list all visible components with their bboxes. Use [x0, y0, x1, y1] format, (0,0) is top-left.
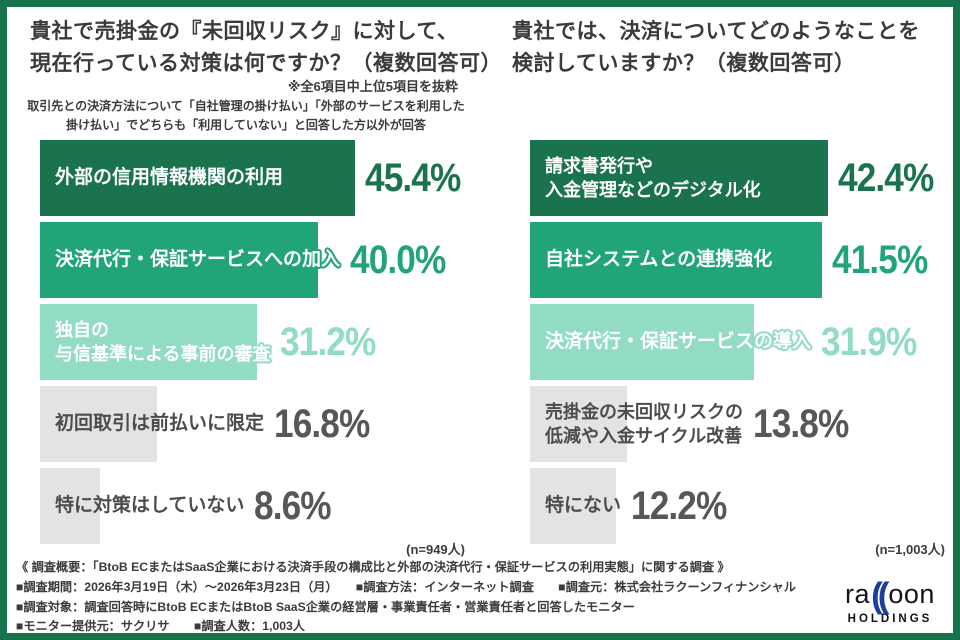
bar-value: 8.6% — [254, 483, 332, 528]
bar — [530, 222, 822, 298]
bar — [40, 468, 100, 544]
bar-label: 独自の与信基準による事前の審査 — [55, 318, 270, 367]
bar-label-line: 請求書発行や — [545, 155, 653, 176]
bar — [530, 386, 627, 462]
left-title-line-1: 貴社で売掛金の『未回収リスク』に対して、 — [30, 20, 459, 43]
survey-overview-line-4: ■モニター提供元：サクリサ ■調査人数：1,003人 — [16, 619, 305, 634]
bar-label-line: 売掛金の未回収リスクの — [545, 401, 743, 422]
right-sample-size: (n=1,003人) — [875, 542, 945, 557]
bar — [530, 140, 828, 216]
survey-overview-line-1: 《 調査概要：「BtoB ECまたはSaaS企業における決済手段の構成比と外部の… — [16, 560, 730, 574]
logo-text-oon: oon — [888, 579, 935, 609]
right-title-line-2: 検討していますか？（複数回答可） — [512, 51, 856, 75]
bar — [40, 222, 318, 298]
bar — [40, 386, 157, 462]
bar-value: 42.4% — [838, 155, 934, 200]
bar — [530, 304, 754, 380]
bar-label-line: 入金管理などのデジタル化 — [545, 180, 761, 200]
bar-label-line: 特にない — [545, 495, 622, 517]
bar-row: 決済代行・保証サービスへの加入 40.0% — [40, 222, 458, 298]
bar-label-line: 独自の — [55, 319, 109, 340]
bar-content: 特に対策はしていない 8.6% — [55, 468, 342, 544]
bar-value: 12.2% — [631, 483, 727, 528]
bar-content: 初回取引は前払いに限定 16.8% — [55, 386, 382, 462]
left-note-filter-line-2: 掛け払い」でどちらも「利用していない」と回答した方以外が回答 — [66, 117, 426, 132]
bar-content: 自社システムとの連携強化 41.5% — [545, 222, 940, 298]
bar-content: 決済代行・保証サービスの導入 31.9% — [545, 304, 929, 380]
survey-overview-line-2: ■調査期間：2026年3月19日（木）～2026年3月23日（月） ■調査方法：… — [16, 579, 796, 594]
bar-row: 特にない 12.2% — [530, 468, 739, 544]
bar-content: 決済代行・保証サービスへの加入 40.0% — [55, 222, 458, 298]
bar-label-line: 決済代行・保証サービスの導入 — [545, 331, 812, 353]
left-sample-size: (n=949人) — [406, 542, 465, 557]
bar-content: 外部の信用情報機関の利用 45.4% — [55, 140, 473, 216]
bar-value: 31.9% — [821, 319, 917, 364]
bar — [530, 468, 616, 544]
bar-label: 請求書発行や入金管理などのデジタル化 — [545, 154, 828, 203]
bar-row: 特に対策はしていない 8.6% — [40, 468, 342, 544]
bar-label-line: 与信基準による事前の審査 — [55, 344, 271, 364]
bar-content: 特にない 12.2% — [545, 468, 739, 544]
left-note-filter-line-1: 取引先との決済方法について「自社管理の掛け払い」「外部のサービスを利用した — [27, 99, 465, 113]
bar-row: 請求書発行や 入金管理などのデジタル化 42.4% — [530, 140, 946, 216]
bar-label: 特に対策はしていない — [55, 493, 244, 519]
bar-content: 請求書発行や 入金管理などのデジタル化 42.4% — [545, 140, 946, 216]
bar-label: 決済代行・保証サービスへの加入 — [55, 247, 340, 273]
bar-label-line: 初回取引は前払いに限定 — [55, 413, 265, 435]
survey-overview: 《 調査概要：「BtoB ECまたはSaaS企業における決済手段の構成比と外部の… — [16, 558, 816, 637]
bar-label-line: 決済代行・保証サービスへの加入 — [55, 249, 341, 271]
bar-content: 独自の 与信基準による事前の審査 31.2% — [55, 304, 389, 380]
left-title-line-2: 現在行っている対策は何ですか？（複数回答可） — [30, 51, 502, 75]
bar-label: 自社システムとの連携強化 — [545, 247, 822, 273]
bar-value: 16.8% — [274, 401, 370, 446]
bar-label: 決済代行・保証サービスの導入 — [545, 329, 811, 355]
left-note-filter: 取引先との決済方法について「自社管理の掛け払い」「外部のサービスを利用した 掛け… — [22, 97, 470, 134]
right-panel-title: 貴社では、決済についてどのようなことを 検討していますか？（複数回答可） — [512, 16, 920, 80]
survey-overview-line-3: ■調査対象：調査回答時にBtoB ECまたはBtoB SaaS企業の経営層・事業… — [16, 599, 635, 614]
logo-arcs-icon: (( — [871, 576, 889, 615]
bar-label-line: 低減や入金サイクル改善 — [545, 426, 743, 446]
bar-row: 初回取引は前払いに限定 16.8% — [40, 386, 382, 462]
bar-row: 外部の信用情報機関の利用 45.4% — [40, 140, 473, 216]
bar-value: 40.0% — [350, 237, 446, 282]
bar-label: 外部の信用情報機関の利用 — [55, 165, 355, 191]
raccoon-holdings-logo: ra((oon HOLDINGS — [828, 572, 952, 625]
bar-value: 13.8% — [753, 401, 849, 446]
bar-label-line: 特に対策はしていない — [55, 495, 245, 517]
bar — [40, 140, 355, 216]
left-note-excerpt: ※全6項目中上位5項目を抜粋 — [287, 79, 458, 94]
bar-label-line: 外部の信用情報機関の利用 — [55, 167, 284, 189]
bar-row: 売掛金の未回収リスクの 低減や入金サイクル改善 13.8% — [530, 386, 861, 462]
bar-row: 自社システムとの連携強化 41.5% — [530, 222, 940, 298]
bar-label: 初回取引は前払いに限定 — [55, 411, 264, 437]
left-panel-title: 貴社で売掛金の『未回収リスク』に対して、 現在行っている対策は何ですか？（複数回… — [30, 16, 502, 80]
bar-value: 41.5% — [832, 237, 928, 282]
bar — [40, 304, 257, 380]
right-title-line-1: 貴社では、決済についてどのようなことを — [512, 20, 920, 43]
bar-label: 特にない — [545, 493, 621, 519]
logo-wordmark: ra((oon — [828, 572, 952, 615]
bar-content: 売掛金の未回収リスクの 低減や入金サイクル改善 13.8% — [545, 386, 861, 462]
logo-holdings-text: HOLDINGS — [847, 613, 933, 625]
bar-label: 売掛金の未回収リスクの 低減や入金サイクル改善 — [545, 400, 743, 449]
bar-row: 独自の 与信基準による事前の審査 31.2% — [40, 304, 389, 380]
bar-value: 31.2% — [280, 319, 376, 364]
bar-row: 決済代行・保証サービスの導入 31.9% — [530, 304, 929, 380]
bar-label-line: 自社システムとの連携強化 — [545, 249, 773, 271]
bar-value: 45.4% — [365, 155, 461, 200]
logo-text-ra: ra — [845, 579, 871, 609]
